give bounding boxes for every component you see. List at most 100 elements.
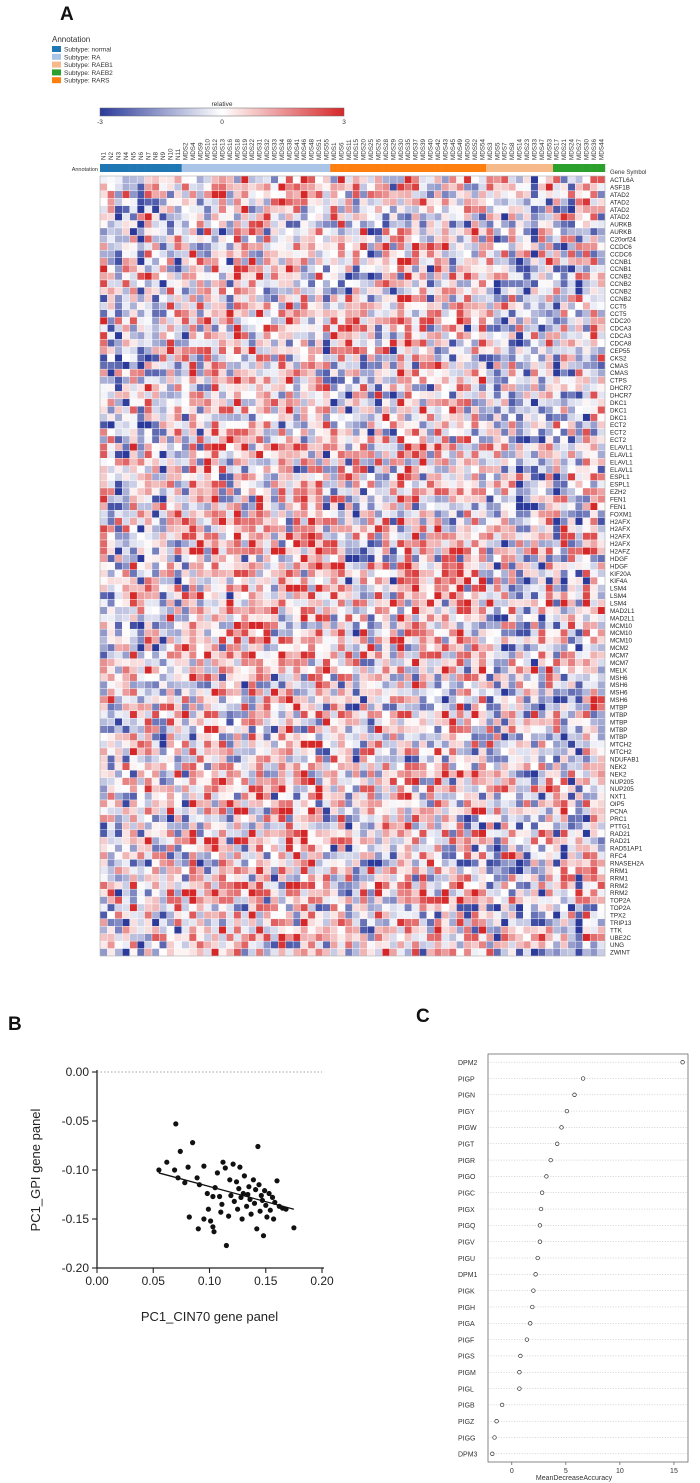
heatmap-cell	[159, 539, 168, 548]
heatmap-cell	[233, 398, 242, 407]
heatmap-cell	[419, 287, 427, 296]
heatmap-cell	[166, 517, 175, 526]
heatmap-cell	[270, 435, 279, 444]
heatmap-cell	[597, 458, 606, 466]
heatmap-cell	[292, 406, 301, 414]
heatmap-cell	[270, 324, 279, 333]
heatmap-cell	[471, 257, 479, 266]
heatmap-cell	[107, 227, 116, 236]
heatmap-cell	[352, 576, 361, 585]
heatmap-cell	[255, 695, 264, 704]
heatmap-cell	[359, 532, 368, 541]
heatmap-cell	[508, 190, 517, 199]
heatmap-cell	[411, 591, 420, 600]
heatmap-cell	[255, 212, 264, 221]
heatmap-cell	[159, 331, 168, 340]
heatmap-cell	[263, 346, 271, 355]
heatmap-cell	[330, 562, 338, 570]
heatmap-cell	[478, 205, 487, 214]
heatmap-cell	[315, 569, 323, 578]
heatmap-cell	[478, 294, 487, 303]
heatmap-cell	[396, 599, 405, 608]
heatmap-cell	[463, 606, 472, 615]
heatmap-cell	[307, 316, 316, 325]
heatmap-cell	[545, 539, 554, 548]
heatmap-cell	[248, 175, 257, 184]
heatmap-cell	[144, 368, 153, 377]
heatmap-cell	[434, 212, 442, 221]
heatmap-cell	[471, 420, 479, 429]
heatmap-cell	[374, 614, 383, 622]
heatmap-cell	[174, 428, 182, 437]
heatmap-cell	[99, 680, 108, 689]
heatmap-cell	[285, 406, 294, 414]
heatmap-cell	[307, 599, 316, 608]
heatmap-cell	[530, 205, 539, 214]
heatmap-cell	[508, 472, 517, 481]
heatmap-cell	[285, 591, 294, 600]
heatmap-cell	[159, 264, 168, 273]
heatmap-cell	[136, 562, 145, 570]
heatmap-cell	[136, 636, 145, 645]
heatmap-cell	[174, 272, 182, 281]
heatmap-cell	[203, 376, 212, 385]
heatmap-cell	[382, 264, 390, 273]
heatmap-cell	[434, 227, 442, 236]
heatmap-cell	[196, 584, 205, 593]
heatmap-cell	[122, 406, 130, 414]
heatmap-cell	[382, 309, 390, 318]
heatmap-cell	[344, 584, 353, 593]
heatmap-cell	[211, 227, 220, 236]
heatmap-cell	[218, 420, 227, 429]
heatmap-cell	[136, 175, 145, 184]
heatmap-cell	[396, 175, 405, 184]
heatmap-cell	[188, 272, 197, 281]
heatmap-cell	[107, 628, 116, 637]
heatmap-cell	[292, 428, 301, 437]
annotation-cell	[441, 164, 450, 172]
heatmap-cell	[292, 651, 301, 660]
heatmap-cell	[99, 547, 108, 556]
heatmap-cell	[448, 532, 457, 541]
heatmap-cell	[300, 554, 309, 563]
heatmap-cell	[456, 643, 465, 652]
heatmap-cell	[530, 680, 539, 689]
heatmap-cell	[99, 621, 108, 630]
heatmap-cell	[218, 502, 227, 511]
heatmap-cell	[166, 287, 175, 296]
heatmap-cell	[478, 413, 487, 422]
heatmap-cell	[203, 458, 212, 466]
heatmap-cell	[315, 279, 323, 288]
heatmap-cell	[174, 458, 182, 466]
heatmap-cell	[337, 465, 346, 474]
heatmap-cell	[478, 331, 487, 340]
heatmap-cell	[129, 658, 138, 667]
heatmap-cell	[151, 227, 160, 236]
heatmap-cell	[255, 354, 264, 362]
heatmap-cell	[107, 354, 116, 362]
heatmap-cell	[122, 428, 130, 437]
heatmap-cell	[218, 190, 227, 199]
heatmap-cell	[441, 584, 450, 593]
heatmap-cell	[255, 584, 264, 593]
heatmap-cell	[136, 339, 145, 348]
heatmap-cell	[114, 517, 123, 526]
heatmap-cell	[159, 510, 168, 518]
heatmap-cell	[523, 302, 531, 310]
heatmap-cell	[344, 680, 353, 689]
heatmap-cell	[567, 591, 576, 600]
heatmap-cell	[337, 435, 346, 444]
heatmap-cell	[597, 621, 606, 630]
heatmap-cell	[567, 227, 576, 236]
heatmap-cell	[174, 614, 182, 622]
heatmap-cell	[144, 257, 153, 266]
heatmap-cell	[567, 376, 576, 385]
heatmap-cell	[136, 272, 145, 281]
heatmap-cell	[582, 354, 591, 362]
heatmap-cell	[159, 495, 168, 504]
heatmap-cell	[530, 190, 539, 199]
heatmap-cell	[233, 450, 242, 459]
heatmap-cell	[597, 354, 606, 362]
heatmap-cell	[255, 227, 264, 236]
heatmap-cell	[508, 420, 517, 429]
